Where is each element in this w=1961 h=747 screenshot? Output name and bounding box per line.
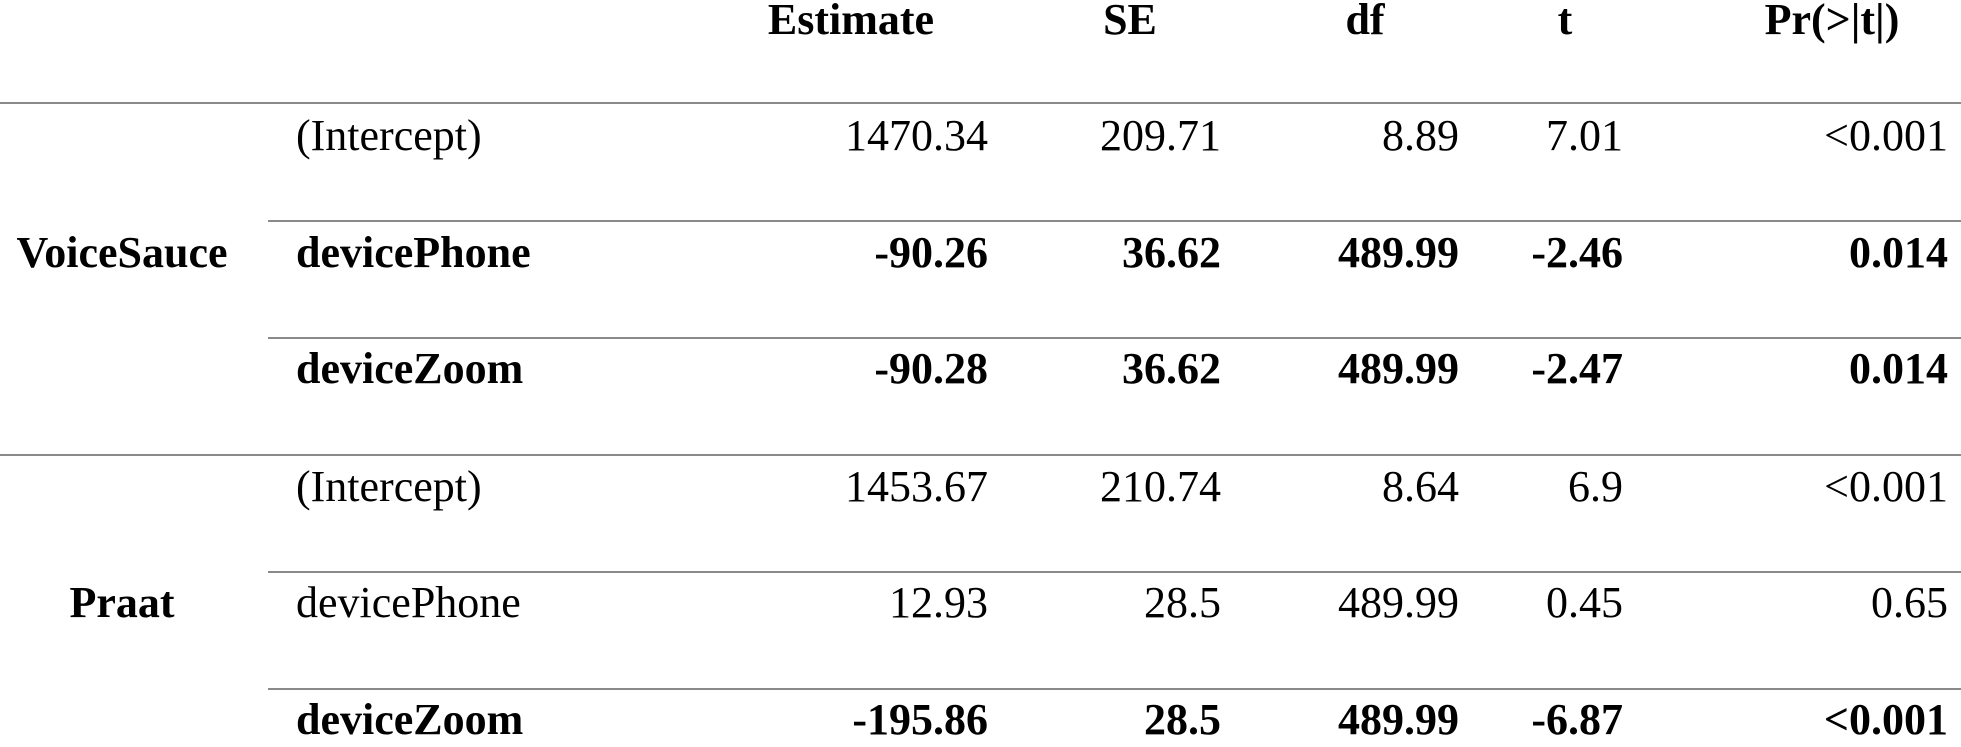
term-label: (Intercept) — [296, 462, 482, 511]
cell-p: 0.014 — [1849, 344, 1948, 393]
term-label: (Intercept) — [296, 111, 482, 160]
table-rule — [268, 337, 1961, 339]
term-label: devicePhone — [296, 578, 521, 627]
group-label: VoiceSauce — [16, 228, 228, 277]
group-label: Praat — [69, 578, 175, 627]
cell-p: 0.65 — [1871, 578, 1948, 627]
cell-se: 36.62 — [1122, 228, 1221, 277]
cell-df: 8.89 — [1382, 111, 1459, 160]
term-label: devicePhone — [296, 228, 531, 277]
cell-t: -2.46 — [1531, 228, 1623, 277]
term-label: deviceZoom — [296, 695, 524, 744]
cell-df: 489.99 — [1338, 578, 1459, 627]
cell-df: 8.64 — [1382, 462, 1459, 511]
cell-estimate: -90.28 — [874, 344, 988, 393]
cell-df: 489.99 — [1338, 228, 1459, 277]
table-rule — [268, 220, 1961, 222]
cell-p: <0.001 — [1824, 111, 1948, 160]
column-header: df — [1345, 0, 1385, 44]
cell-estimate: 12.93 — [889, 578, 988, 627]
cell-estimate: 1470.34 — [845, 111, 988, 160]
table-rule — [268, 688, 1961, 690]
column-header: Pr(>|t|) — [1764, 0, 1900, 44]
cell-df: 489.99 — [1338, 695, 1459, 744]
cell-estimate: -195.86 — [852, 695, 988, 744]
column-header: Estimate — [767, 0, 935, 44]
cell-t: -6.87 — [1531, 695, 1623, 744]
cell-se: 209.71 — [1100, 111, 1221, 160]
cell-df: 489.99 — [1338, 344, 1459, 393]
column-header: t — [1557, 0, 1573, 44]
table-rule — [0, 102, 1961, 104]
cell-t: 6.9 — [1568, 462, 1623, 511]
cell-se: 28.5 — [1144, 578, 1221, 627]
cell-t: 0.45 — [1546, 578, 1623, 627]
cell-t: -2.47 — [1531, 344, 1623, 393]
column-header: SE — [1103, 0, 1157, 44]
cell-t: 7.01 — [1546, 111, 1623, 160]
cell-p: <0.001 — [1824, 462, 1948, 511]
table-rule — [268, 571, 1961, 573]
cell-estimate: 1453.67 — [845, 462, 988, 511]
cell-estimate: -90.26 — [874, 228, 988, 277]
table-rule — [0, 454, 1961, 456]
cell-p: 0.014 — [1849, 228, 1948, 277]
cell-p: <0.001 — [1823, 695, 1948, 744]
term-label: deviceZoom — [296, 344, 524, 393]
cell-se: 36.62 — [1122, 344, 1221, 393]
cell-se: 210.74 — [1100, 462, 1221, 511]
cell-se: 28.5 — [1144, 695, 1221, 744]
